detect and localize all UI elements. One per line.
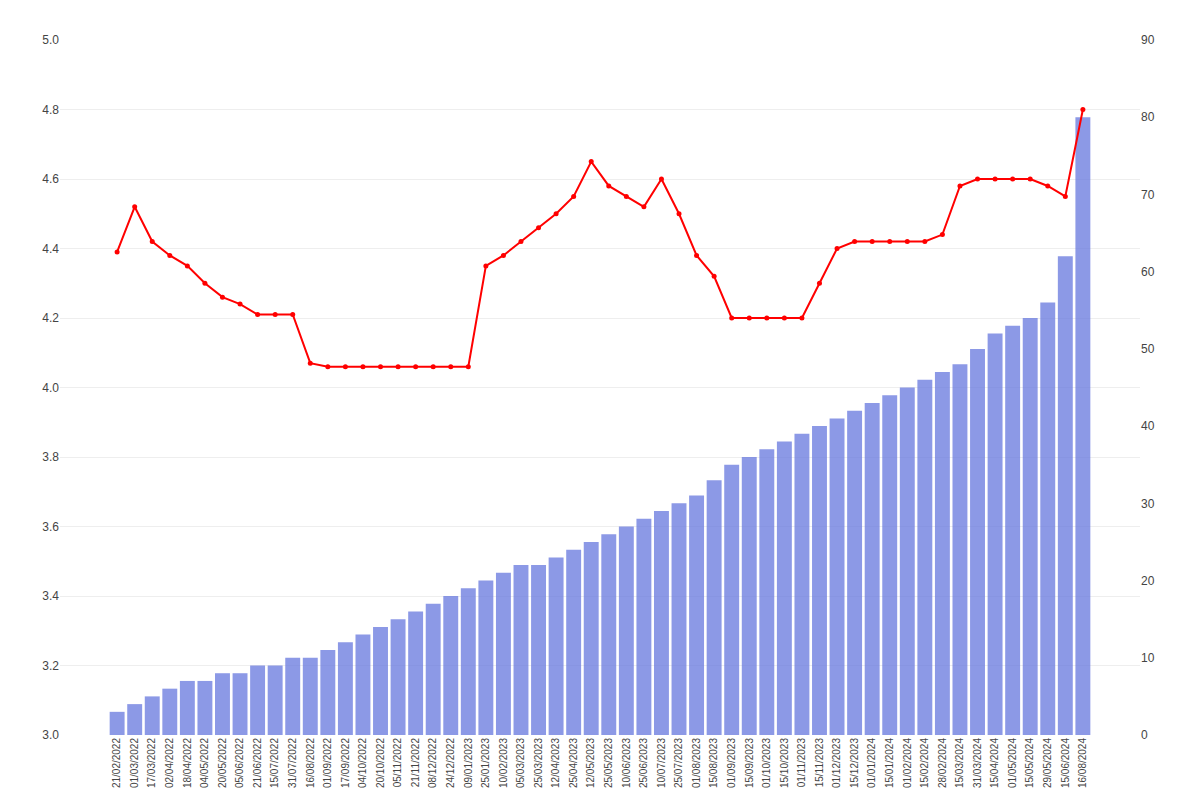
svg-text:25/04/2023: 25/04/2023 bbox=[568, 738, 579, 788]
svg-text:15/06/2024: 15/06/2024 bbox=[1060, 738, 1071, 788]
svg-text:15/07/2022: 15/07/2022 bbox=[269, 738, 280, 788]
svg-text:25/03/2023: 25/03/2023 bbox=[533, 738, 544, 788]
svg-text:05/03/2023: 05/03/2023 bbox=[515, 738, 526, 788]
svg-text:25/01/2023: 25/01/2023 bbox=[480, 738, 491, 788]
svg-text:04/10/2022: 04/10/2022 bbox=[357, 738, 368, 788]
svg-text:4.2: 4.2 bbox=[42, 311, 59, 325]
svg-text:70: 70 bbox=[1141, 188, 1155, 202]
svg-text:15/03/2024: 15/03/2024 bbox=[954, 738, 965, 788]
svg-text:5.0: 5.0 bbox=[42, 33, 59, 47]
svg-text:21/02/2022: 21/02/2022 bbox=[111, 738, 122, 788]
svg-text:50: 50 bbox=[1141, 342, 1155, 356]
svg-text:09/01/2023: 09/01/2023 bbox=[463, 738, 474, 788]
svg-text:05/06/2022: 05/06/2022 bbox=[234, 738, 245, 788]
svg-text:18/04/2022: 18/04/2022 bbox=[182, 738, 193, 788]
svg-text:10: 10 bbox=[1141, 651, 1155, 665]
svg-text:31/03/2024: 31/03/2024 bbox=[972, 738, 983, 788]
svg-text:25/07/2023: 25/07/2023 bbox=[673, 738, 684, 788]
svg-text:40: 40 bbox=[1141, 419, 1155, 433]
svg-text:01/02/2024: 01/02/2024 bbox=[902, 738, 913, 788]
svg-text:16/08/2022: 16/08/2022 bbox=[305, 738, 316, 788]
svg-text:15/01/2024: 15/01/2024 bbox=[884, 738, 895, 788]
svg-text:29/05/2024: 29/05/2024 bbox=[1042, 738, 1053, 788]
svg-text:15/05/2024: 15/05/2024 bbox=[1024, 738, 1035, 788]
svg-text:01/09/2023: 01/09/2023 bbox=[726, 738, 737, 788]
svg-text:4.0: 4.0 bbox=[42, 381, 59, 395]
svg-text:02/04/2022: 02/04/2022 bbox=[164, 738, 175, 788]
svg-text:01/09/2022: 01/09/2022 bbox=[322, 738, 333, 788]
svg-text:4.8: 4.8 bbox=[42, 103, 59, 117]
svg-text:31/07/2022: 31/07/2022 bbox=[287, 738, 298, 788]
svg-text:80: 80 bbox=[1141, 110, 1155, 124]
svg-text:25/05/2023: 25/05/2023 bbox=[603, 738, 614, 788]
svg-text:01/12/2023: 01/12/2023 bbox=[831, 738, 842, 788]
svg-text:4.6: 4.6 bbox=[42, 172, 59, 186]
svg-text:12/04/2023: 12/04/2023 bbox=[550, 738, 561, 788]
svg-text:15/12/2023: 15/12/2023 bbox=[849, 738, 860, 788]
svg-text:15/02/2024: 15/02/2024 bbox=[919, 738, 930, 788]
svg-text:4.4: 4.4 bbox=[42, 242, 59, 256]
svg-text:15/08/2023: 15/08/2023 bbox=[708, 738, 719, 788]
svg-text:3.2: 3.2 bbox=[42, 659, 59, 673]
svg-text:10/02/2023: 10/02/2023 bbox=[498, 738, 509, 788]
svg-text:17/03/2022: 17/03/2022 bbox=[146, 738, 157, 788]
svg-text:01/08/2023: 01/08/2023 bbox=[691, 738, 702, 788]
svg-text:21/06/2022: 21/06/2022 bbox=[252, 738, 263, 788]
svg-text:08/12/2022: 08/12/2022 bbox=[427, 738, 438, 788]
svg-text:01/03/2022: 01/03/2022 bbox=[129, 738, 140, 788]
svg-text:20/10/2022: 20/10/2022 bbox=[375, 738, 386, 788]
svg-text:15/04/2024: 15/04/2024 bbox=[989, 738, 1000, 788]
svg-text:01/01/2024: 01/01/2024 bbox=[866, 738, 877, 788]
svg-text:25/06/2023: 25/06/2023 bbox=[638, 738, 649, 788]
svg-text:20: 20 bbox=[1141, 574, 1155, 588]
svg-text:17/09/2022: 17/09/2022 bbox=[340, 738, 351, 788]
svg-text:01/10/2023: 01/10/2023 bbox=[761, 738, 772, 788]
svg-text:90: 90 bbox=[1141, 33, 1155, 47]
svg-text:3.6: 3.6 bbox=[42, 520, 59, 534]
svg-text:60: 60 bbox=[1141, 265, 1155, 279]
svg-text:15/11/2023: 15/11/2023 bbox=[814, 738, 825, 788]
svg-text:3.4: 3.4 bbox=[42, 589, 59, 603]
svg-text:01/11/2023: 01/11/2023 bbox=[796, 738, 807, 788]
svg-text:12/05/2023: 12/05/2023 bbox=[585, 738, 596, 788]
svg-text:3.8: 3.8 bbox=[42, 450, 59, 464]
svg-text:3.0: 3.0 bbox=[42, 728, 59, 742]
svg-text:10/07/2023: 10/07/2023 bbox=[656, 738, 667, 788]
svg-text:01/05/2024: 01/05/2024 bbox=[1007, 738, 1018, 788]
svg-text:30: 30 bbox=[1141, 497, 1155, 511]
svg-text:28/02/2024: 28/02/2024 bbox=[937, 738, 948, 788]
svg-text:16/08/2024: 16/08/2024 bbox=[1077, 738, 1088, 788]
svg-text:15/09/2023: 15/09/2023 bbox=[744, 738, 755, 788]
svg-text:15/10/2023: 15/10/2023 bbox=[779, 738, 790, 788]
svg-text:20/05/2022: 20/05/2022 bbox=[217, 738, 228, 788]
svg-text:0: 0 bbox=[1141, 728, 1148, 742]
svg-text:24/12/2022: 24/12/2022 bbox=[445, 738, 456, 788]
svg-text:05/11/2022: 05/11/2022 bbox=[392, 738, 403, 788]
svg-text:04/05/2022: 04/05/2022 bbox=[199, 738, 210, 788]
svg-text:10/06/2023: 10/06/2023 bbox=[621, 738, 632, 788]
svg-text:21/11/2022: 21/11/2022 bbox=[410, 738, 421, 788]
